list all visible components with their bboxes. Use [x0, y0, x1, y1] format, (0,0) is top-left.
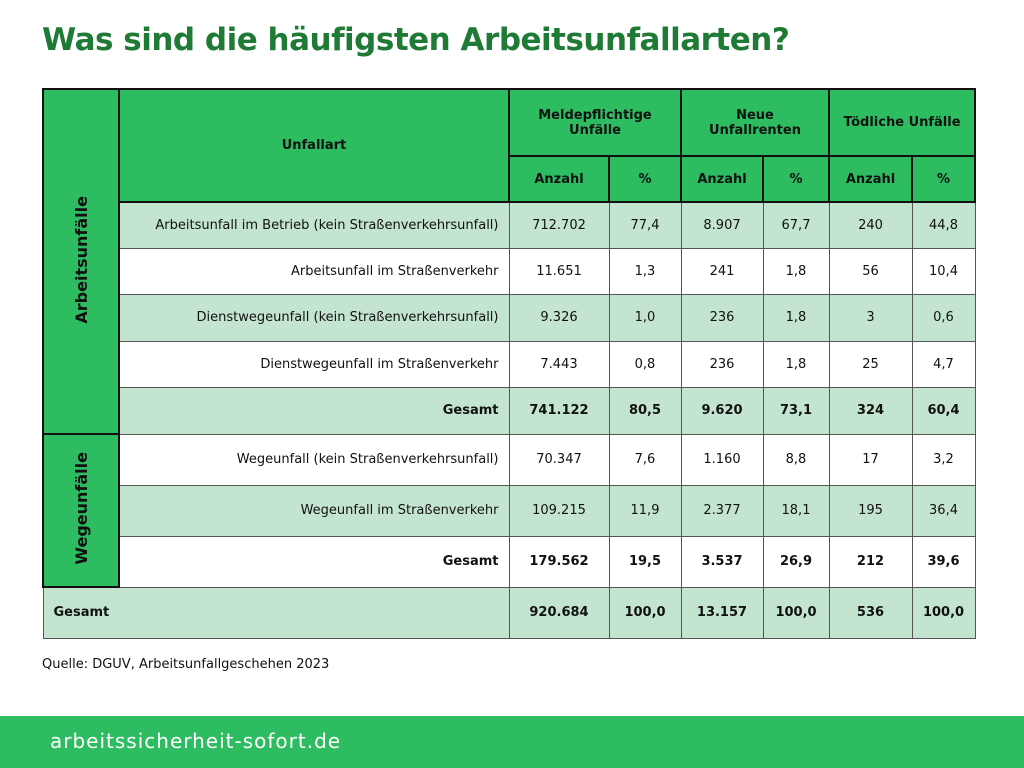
cell: 100,0: [608, 586, 682, 639]
group-header: Meldepflichtige Unfälle: [508, 88, 682, 157]
subheader: Anzahl: [680, 155, 764, 203]
group-header-text: Meldepflichtige Unfälle: [538, 107, 652, 138]
row-label: Arbeitsunfall im Straßenverkehr: [118, 247, 510, 295]
cell: 3,2: [911, 433, 976, 486]
source: Quelle: DGUV, Arbeitsunfallgeschehen 202…: [42, 657, 330, 672]
cell: 109.215: [508, 484, 610, 537]
cell: 25: [828, 340, 913, 388]
cell: 1,8: [762, 247, 830, 295]
cell: 10,4: [911, 247, 976, 295]
cell: 13.157: [680, 586, 764, 639]
cell: 70.347: [508, 433, 610, 486]
row-label: Gesamt: [118, 386, 510, 435]
data-row: Gesamt 179.562 19,5 3.537 26,9 212 39,6: [43, 535, 976, 588]
cell: 9.620: [680, 386, 764, 435]
data-row: Dienstwegeunfall im Straßenverkehr 7.443 0…: [43, 340, 976, 388]
subheader: Anzahl: [828, 155, 913, 203]
cell: 3: [828, 293, 913, 342]
cell: 324: [828, 386, 913, 435]
total-row: Gesamt 920.684 100,0 13.157 100,0 536 100,0: [42, 586, 976, 639]
cell: 236: [680, 340, 764, 388]
data-row: Gesamt 741.122 80,5 9.620 73,1 324 60,4: [43, 386, 976, 435]
data-row: Wegeunfall im Straßenverkehr 109.215 11,9 2…: [43, 484, 976, 537]
cell: 1,8: [762, 340, 830, 388]
group-label: Arbeitsunfälle: [42, 88, 120, 435]
cell: 80,5: [608, 386, 682, 435]
cell: 741.122: [508, 386, 610, 435]
cell: 2.377: [680, 484, 764, 537]
cell: 236: [680, 293, 764, 342]
data-row: Arbeitsunfall im Straßenverkehr 11.651 1,3…: [43, 247, 976, 295]
group-header-text: Neue Unfallrenten: [709, 107, 801, 138]
cell: 77,4: [608, 201, 682, 249]
data-row: Dienstwegeunfall (kein Straßenverkehrsun…: [43, 293, 976, 342]
cell: 17: [828, 433, 913, 486]
cell: 212: [828, 535, 913, 588]
subheader: Anzahl: [508, 155, 610, 203]
cell: 179.562: [508, 535, 610, 588]
subheader: %: [910, 155, 977, 203]
cell: 7,6: [608, 433, 682, 486]
group-label-text: Wegeunfälle: [71, 452, 91, 565]
cell: 195: [828, 484, 913, 537]
cell: 9.326: [508, 293, 610, 342]
cell: 11,9: [608, 484, 682, 537]
cell: 67,7: [762, 201, 830, 249]
row-label: Gesamt: [118, 535, 510, 588]
row-label: Wegeunfall im Straßenverkehr: [118, 484, 510, 537]
accident-table: Arbeitsunfälle Unfallart Meldepflichtige U…: [42, 88, 977, 639]
row-label: Dienstwegeunfall (kein Straßenverkehrsun…: [118, 293, 510, 342]
group-label: Wegeunfälle: [42, 433, 120, 588]
cell: 26,9: [762, 535, 830, 588]
cell: 73,1: [762, 386, 830, 435]
subheader: %: [762, 155, 830, 203]
cell: 1,8: [762, 293, 830, 342]
row-label: Dienstwegeunfall im Straßenverkehr: [118, 340, 510, 388]
cell: 1,3: [608, 247, 682, 295]
column-header: Unfallart: [118, 88, 510, 203]
cell: 7.443: [508, 340, 610, 388]
cell: 100,0: [762, 586, 830, 639]
total-label: Gesamt: [42, 586, 510, 639]
cell: 1,0: [608, 293, 682, 342]
cell: 536: [828, 586, 913, 639]
cell: 712.702: [508, 201, 610, 249]
footer-bar: arbeitssicherheit-sofort.de: [0, 716, 1024, 768]
cell: 100,0: [911, 586, 976, 639]
data-row: Wegeunfälle Wegeunfall (kein Straßenverke…: [42, 433, 976, 588]
cell: 8.907: [680, 201, 764, 249]
header-row: Arbeitsunfälle Unfallart Meldepflichtige U…: [42, 88, 977, 435]
cell: 44,8: [911, 201, 976, 249]
cell: 18,1: [762, 484, 830, 537]
cell: 240: [828, 201, 913, 249]
group-header: Tödliche Unfälle: [827, 88, 977, 157]
cell: 19,5: [608, 535, 682, 588]
cell: 241: [680, 247, 764, 295]
cell: 1.160: [680, 433, 764, 486]
title: Was sind die häufigsten Arbeitsunfallart…: [42, 22, 790, 58]
data-row: Arbeitsunfall im Betrieb (kein Straßenve…: [43, 201, 976, 249]
subheader: %: [608, 155, 682, 203]
cell: 39,6: [911, 535, 976, 588]
cell: 60,4: [911, 386, 976, 435]
cell: 0,6: [911, 293, 976, 342]
cell: 0,8: [608, 340, 682, 388]
group-header-text: Tödliche Unfälle: [843, 115, 961, 130]
footer-url: arbeitssicherheit-sofort.de: [50, 729, 342, 753]
cell: 8,8: [762, 433, 830, 486]
group-label-text: Arbeitsunfälle: [71, 195, 91, 324]
cell: 3.537: [680, 535, 764, 588]
cell: 920.684: [508, 586, 610, 639]
cell: 11.651: [508, 247, 610, 295]
cell: 56: [828, 247, 913, 295]
row-label: Arbeitsunfall im Betrieb (kein Straßenve…: [118, 201, 510, 249]
subheader-row: Anzahl% Anzahl% Anzahl%: [43, 155, 977, 203]
group-header: Neue Unfallrenten: [680, 88, 830, 157]
cell: 36,4: [911, 484, 976, 537]
cell: 4,7: [911, 340, 976, 388]
row-label: Wegeunfall (kein Straßenverkehrsunfall): [118, 433, 510, 486]
